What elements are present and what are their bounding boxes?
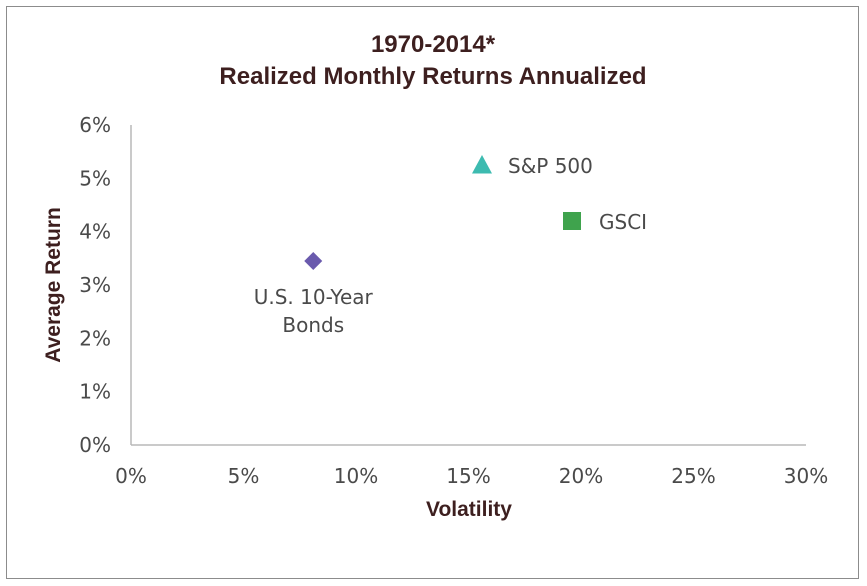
- data-points: U.S. 10-Year Bonds S&P 500 GSCI: [254, 154, 647, 337]
- x-tick-label: 0%: [115, 464, 147, 488]
- x-tick-label: 10%: [334, 464, 378, 488]
- chart-frame: [6, 6, 859, 579]
- data-point-square: [563, 212, 581, 230]
- point-label-line2: Bonds: [282, 313, 344, 337]
- x-tick-label: 20%: [559, 464, 603, 488]
- y-tick-label: 1%: [79, 380, 111, 404]
- point-label: U.S. 10-Year: [254, 285, 374, 309]
- point-label: GSCI: [599, 210, 647, 234]
- x-tick-label: 5%: [228, 464, 260, 488]
- data-point-diamond: [304, 252, 323, 270]
- x-tick-label: 25%: [671, 464, 715, 488]
- x-tick-label: 30%: [784, 464, 828, 488]
- x-tick-label: 15%: [446, 464, 490, 488]
- y-tick-label: 3%: [79, 273, 111, 297]
- x-tick-labels: 0% 5% 10% 15% 20% 25% 30%: [115, 464, 828, 488]
- y-tick-label: 4%: [79, 220, 111, 244]
- y-tick-label: 6%: [79, 113, 111, 137]
- y-tick-label: 5%: [79, 166, 111, 190]
- point-label: S&P 500: [508, 154, 593, 178]
- y-tick-label: 2%: [79, 326, 111, 350]
- chart-title-line2: Realized Monthly Returns Annualized: [219, 63, 646, 90]
- y-tick-labels: 0% 1% 2% 3% 4% 5% 6%: [79, 113, 111, 457]
- axes: [130, 125, 806, 446]
- y-tick-label: 0%: [79, 433, 111, 457]
- chart-title-line1: 1970-2014*: [371, 31, 496, 58]
- x-axis-title: Volatility: [426, 498, 512, 521]
- y-axis-title: Average Return: [42, 207, 65, 363]
- data-point-triangle: [472, 155, 492, 174]
